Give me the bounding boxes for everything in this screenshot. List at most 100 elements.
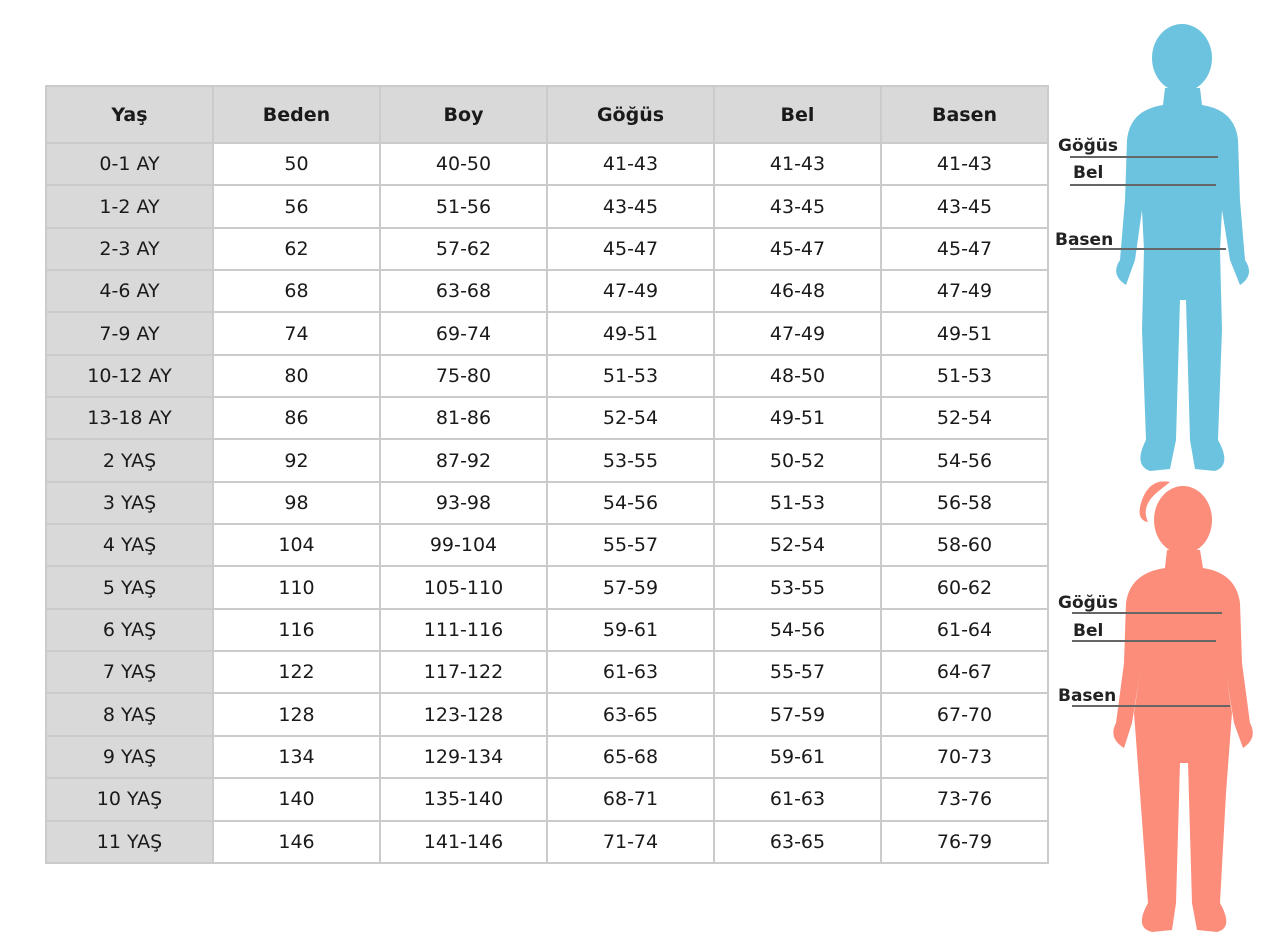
table-cell: 129-134 (379, 734, 548, 780)
table-cell: 67-70 (880, 692, 1049, 737)
table-cell: 50-52 (713, 438, 882, 483)
table-row: 9 YAŞ 134 129-134 65-68 59-61 70-73 (45, 734, 1049, 780)
table-row: 13-18 AY 86 81-86 52-54 49-51 52-54 (45, 396, 1049, 441)
table-cell: 53-55 (713, 565, 882, 610)
table-cell: 51-56 (379, 184, 548, 229)
table-cell: 122 (212, 650, 381, 695)
table-cell: 59-61 (546, 607, 715, 653)
age-cell: 7-9 AY (45, 311, 214, 356)
table-row: 2 YAŞ 92 87-92 53-55 50-52 54-56 (45, 438, 1049, 483)
header-cell: Beden (212, 85, 381, 144)
table-cell: 41-43 (880, 141, 1049, 187)
table-cell: 73-76 (880, 777, 1049, 822)
table-cell: 50 (212, 141, 381, 187)
table-cell: 71-74 (546, 819, 715, 864)
table-cell: 93-98 (379, 480, 548, 526)
age-cell: 5 YAŞ (45, 565, 214, 610)
table-cell: 52-54 (713, 523, 882, 568)
table-cell: 63-65 (546, 692, 715, 737)
boy-figure: Göğüs Bel Basen (1055, 24, 1249, 471)
table-cell: 41-43 (713, 141, 882, 187)
age-cell: 2-3 AY (45, 226, 214, 272)
table-cell: 54-56 (880, 438, 1049, 483)
table-row: 4 YAŞ 104 99-104 55-57 52-54 58-60 (45, 523, 1049, 568)
table-row: 4-6 AY 68 63-68 47-49 46-48 47-49 (45, 269, 1049, 314)
table-cell: 61-63 (546, 650, 715, 695)
table-cell: 43-45 (546, 184, 715, 229)
table-cell: 76-79 (880, 819, 1049, 864)
girl-figure: Göğüs Bel Basen (1058, 481, 1253, 932)
age-cell: 10-12 AY (45, 353, 214, 399)
table-cell: 141-146 (379, 819, 548, 864)
table-row: 6 YAŞ 116 111-116 59-61 54-56 61-64 (45, 607, 1049, 653)
table-cell: 45-47 (546, 226, 715, 272)
table-cell: 69-74 (379, 311, 548, 356)
table-cell: 54-56 (546, 480, 715, 526)
table-cell: 60-62 (880, 565, 1049, 610)
table-cell: 81-86 (379, 396, 548, 441)
table-cell: 62 (212, 226, 381, 272)
table-cell: 54-56 (713, 607, 882, 653)
table-cell: 47-49 (713, 311, 882, 356)
age-cell: 9 YAŞ (45, 734, 214, 780)
figure-label: Göğüs (1058, 593, 1118, 613)
table-cell: 48-50 (713, 353, 882, 399)
header-cell: Yaş (45, 85, 214, 144)
table-row: 2-3 AY 62 57-62 45-47 45-47 45-47 (45, 226, 1049, 272)
table-cell: 104 (212, 523, 381, 568)
table-cell: 105-110 (379, 565, 548, 610)
table-cell: 98 (212, 480, 381, 526)
table-cell: 92 (212, 438, 381, 483)
table-cell: 75-80 (379, 353, 548, 399)
table-row: 7 YAŞ 122 117-122 61-63 55-57 64-67 (45, 650, 1049, 695)
table-cell: 55-57 (713, 650, 882, 695)
table-body: 0-1 AY 50 40-50 41-43 41-43 41-43 1-2 AY 56 51-5… (45, 141, 1049, 864)
age-cell: 11 YAŞ (45, 819, 214, 864)
table-cell: 49-51 (546, 311, 715, 356)
table-cell: 74 (212, 311, 381, 356)
table-cell: 123-128 (379, 692, 548, 737)
table-cell: 117-122 (379, 650, 548, 695)
table-cell: 51-53 (713, 480, 882, 526)
table-cell: 56-58 (880, 480, 1049, 526)
table-cell: 61-64 (880, 607, 1049, 653)
table-row: 10-12 AY 80 75-80 51-53 48-50 51-53 (45, 353, 1049, 399)
table-cell: 57-62 (379, 226, 548, 272)
table-cell: 51-53 (880, 353, 1049, 399)
table-cell: 43-45 (880, 184, 1049, 229)
age-cell: 4 YAŞ (45, 523, 214, 568)
table-cell: 63-68 (379, 269, 548, 314)
table-cell: 52-54 (546, 396, 715, 441)
header-cell: Bel (713, 85, 882, 144)
table-cell: 68 (212, 269, 381, 314)
table-cell: 70-73 (880, 734, 1049, 780)
table-cell: 52-54 (880, 396, 1049, 441)
table-cell: 46-48 (713, 269, 882, 314)
age-cell: 10 YAŞ (45, 777, 214, 822)
header-cell: Basen (880, 85, 1049, 144)
size-table: Yaş Beden Boy Göğüs Bel Basen 0-1 AY 50 40-50 41… (45, 85, 1049, 864)
table-cell: 134 (212, 734, 381, 780)
table-cell: 45-47 (880, 226, 1049, 272)
header-cell: Göğüs (546, 85, 715, 144)
figures: Göğüs Bel Basen Göğüs Bel Basen (1055, 24, 1253, 932)
age-cell: 8 YAŞ (45, 692, 214, 737)
age-cell: 7 YAŞ (45, 650, 214, 695)
age-cell: 13-18 AY (45, 396, 214, 441)
table-cell: 40-50 (379, 141, 548, 187)
table-cell: 56 (212, 184, 381, 229)
table-row: 11 YAŞ 146 141-146 71-74 63-65 76-79 (45, 819, 1049, 864)
table-cell: 111-116 (379, 607, 548, 653)
table-cell: 45-47 (713, 226, 882, 272)
age-cell: 1-2 AY (45, 184, 214, 229)
figure-label: Basen (1055, 230, 1113, 250)
table-cell: 146 (212, 819, 381, 864)
table-cell: 116 (212, 607, 381, 653)
table-cell: 57-59 (546, 565, 715, 610)
table-cell: 58-60 (880, 523, 1049, 568)
table-cell: 49-51 (880, 311, 1049, 356)
table-cell: 55-57 (546, 523, 715, 568)
header-row: Yaş Beden Boy Göğüs Bel Basen (45, 85, 1049, 144)
table-row: 7-9 AY 74 69-74 49-51 47-49 49-51 (45, 311, 1049, 356)
